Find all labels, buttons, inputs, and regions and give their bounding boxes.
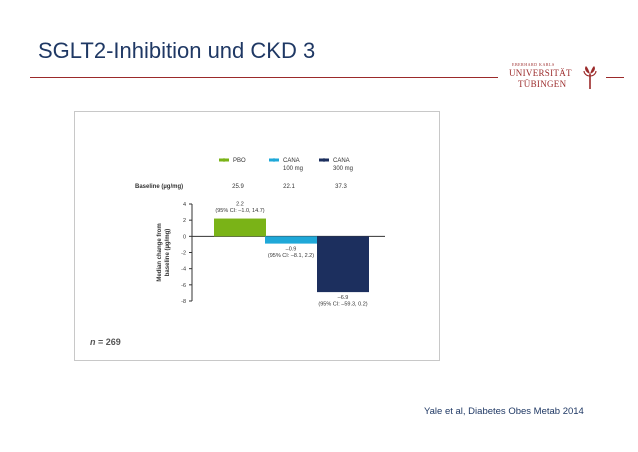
data-label: 2.2 bbox=[236, 202, 244, 208]
logo-small-text: EBERHARD KARLS bbox=[512, 62, 555, 67]
y-tick-label: 4 bbox=[183, 202, 186, 208]
y-tick-label: 2 bbox=[183, 218, 186, 224]
ci-label: (95% CI: –1.0, 14.7) bbox=[215, 208, 264, 214]
ci-label: (95% CI: –59.3, 0.2) bbox=[318, 302, 367, 308]
baseline-value: 25.9 bbox=[232, 184, 244, 190]
legend-label: CANA bbox=[283, 158, 300, 164]
y-tick-label: -2 bbox=[181, 251, 186, 257]
data-label: –0.9 bbox=[286, 247, 297, 253]
university-logo: EBERHARD KARLS UNIVERSITÄT TÜBINGEN bbox=[506, 62, 602, 92]
n-value: = 269 bbox=[98, 337, 121, 347]
y-axis-label: Median change from baseline (µg/mg) bbox=[157, 223, 171, 281]
legend-label-dose: 300 mg bbox=[333, 166, 353, 172]
y-tick-label: -6 bbox=[181, 283, 186, 289]
palm-tree-emblem-icon bbox=[583, 66, 597, 89]
logo-universitaet: UNIVERSITÄT bbox=[509, 68, 572, 78]
bar-1 bbox=[214, 218, 266, 237]
y-tick-label: -4 bbox=[181, 267, 186, 273]
legend-label: PBO bbox=[233, 158, 246, 164]
ci-label: (95% CI: –8.1, 2.2) bbox=[268, 253, 314, 259]
baseline-value: 37.3 bbox=[335, 184, 347, 190]
y-tick-label: 0 bbox=[183, 234, 186, 240]
chart-figure: Baseline (µg/mg) 4 2 0 -2 -4 -6 -8 Median chang… bbox=[74, 111, 440, 361]
bar-2 bbox=[265, 236, 317, 244]
title-divider-right bbox=[606, 77, 624, 78]
sample-size-label: n = 269 bbox=[90, 337, 121, 347]
legend-marker bbox=[322, 158, 326, 162]
legend-marker bbox=[222, 158, 226, 162]
legend-marker bbox=[272, 158, 276, 162]
baseline-row-label: Baseline (µg/mg) bbox=[135, 184, 183, 190]
legend-label-dose: 100 mg bbox=[283, 166, 303, 172]
bar-chart: Baseline (µg/mg) 4 2 0 -2 -4 -6 -8 Median chang… bbox=[135, 158, 385, 308]
title-divider bbox=[30, 77, 498, 78]
slide-title: SGLT2-Inhibition und CKD 3 bbox=[38, 38, 316, 63]
logo-tuebingen: TÜBINGEN bbox=[518, 79, 567, 89]
bar-3 bbox=[317, 236, 369, 293]
citation: Yale et al, Diabetes Obes Metab 2014 bbox=[424, 406, 584, 417]
data-label: –6.9 bbox=[338, 295, 349, 301]
y-tick-label: -8 bbox=[181, 299, 186, 305]
baseline-value: 22.1 bbox=[283, 184, 295, 190]
legend-label: CANA bbox=[333, 158, 350, 164]
n-symbol: n bbox=[90, 337, 96, 347]
